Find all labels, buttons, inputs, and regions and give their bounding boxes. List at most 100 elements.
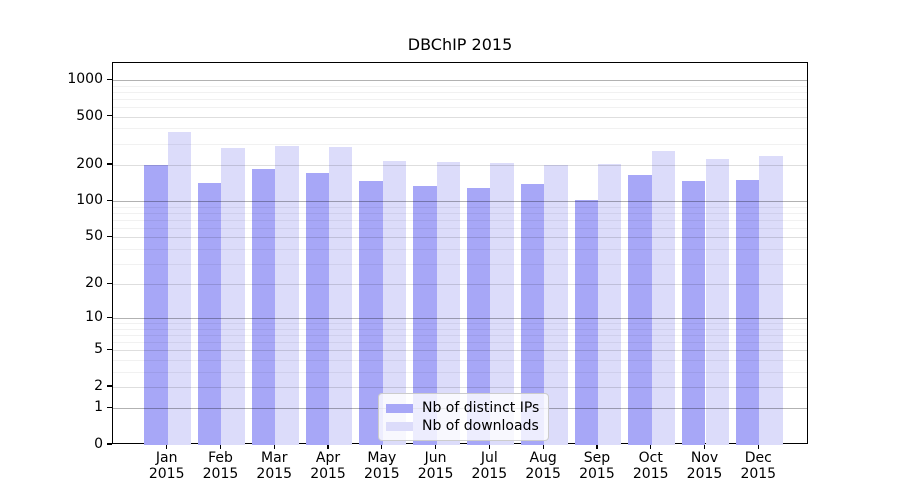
x-tick-mark-8 bbox=[596, 444, 598, 449]
bar-nb-of-downloads-1 bbox=[221, 148, 245, 445]
x-tick-mark-2 bbox=[273, 444, 275, 449]
bar-nb-of-distinct-ips-8 bbox=[574, 200, 598, 445]
gridline-minor-70 bbox=[113, 220, 807, 221]
gridline-minor-4 bbox=[113, 360, 807, 361]
x-tick-label-4: May 2015 bbox=[363, 450, 400, 482]
x-tick-label-1: Feb 2015 bbox=[202, 450, 239, 482]
chart-title: DBChIP 2015 bbox=[407, 35, 513, 54]
y-tick-mark-0 bbox=[107, 443, 112, 445]
y-tick-label-2: 2 bbox=[94, 377, 103, 394]
legend-item-downloads: Nb of downloads bbox=[386, 417, 539, 435]
gridline-minor-400 bbox=[113, 128, 807, 129]
gridline-1000 bbox=[113, 80, 807, 81]
y-tick-mark-2 bbox=[107, 385, 112, 387]
legend-swatch-downloads bbox=[386, 421, 413, 431]
gridline-minor-30 bbox=[113, 264, 807, 265]
gridline-minor-9 bbox=[113, 323, 807, 324]
bar-nb-of-distinct-ips-5 bbox=[413, 186, 437, 445]
bar-nb-of-distinct-ips-10 bbox=[682, 180, 706, 445]
x-tick-mark-3 bbox=[327, 444, 329, 449]
bar-nb-of-downloads-4 bbox=[382, 160, 407, 445]
plot-area bbox=[112, 62, 808, 445]
bar-nb-of-downloads-9 bbox=[651, 150, 676, 445]
y-tick-mark-1 bbox=[107, 406, 112, 408]
gridline-minor-300 bbox=[113, 144, 807, 145]
y-tick-mark-10 bbox=[107, 316, 112, 318]
bar-nb-of-distinct-ips-4 bbox=[359, 180, 383, 445]
x-tick-mark-4 bbox=[381, 444, 383, 449]
x-tick-label-7: Aug 2015 bbox=[525, 450, 561, 482]
x-tick-mark-11 bbox=[757, 444, 759, 449]
x-tick-mark-9 bbox=[650, 444, 652, 449]
y-tick-mark-500 bbox=[107, 115, 112, 117]
y-tick-mark-1000 bbox=[107, 78, 112, 80]
bar-nb-of-downloads-0 bbox=[167, 132, 192, 445]
y-tick-mark-20 bbox=[107, 282, 112, 284]
gridline-minor-800 bbox=[113, 92, 807, 93]
x-tick-mark-0 bbox=[166, 444, 168, 449]
y-tick-label-0: 0 bbox=[94, 436, 103, 452]
bar-nb-of-distinct-ips-11 bbox=[735, 180, 760, 445]
x-tick-mark-5 bbox=[435, 444, 437, 449]
gridline-minor-600 bbox=[113, 107, 807, 108]
bar-nb-of-distinct-ips-2 bbox=[251, 168, 276, 445]
bar-nb-of-distinct-ips-6 bbox=[466, 188, 491, 445]
x-tick-label-5: Jun 2015 bbox=[417, 450, 454, 482]
legend-item-distinct-ips: Nb of distinct IPs bbox=[386, 399, 539, 417]
x-tick-mark-7 bbox=[542, 444, 544, 449]
x-tick-label-8: Sep 2015 bbox=[579, 450, 615, 482]
gridline-minor-700 bbox=[113, 99, 807, 100]
legend-label-distinct-ips: Nb of distinct IPs bbox=[422, 400, 540, 416]
bar-nb-of-downloads-5 bbox=[436, 162, 460, 445]
x-tick-mark-1 bbox=[219, 444, 222, 449]
y-tick-label-200: 200 bbox=[76, 155, 103, 172]
gridline-200 bbox=[113, 165, 807, 166]
y-tick-label-5: 5 bbox=[94, 341, 103, 358]
y-tick-label-500: 500 bbox=[76, 107, 103, 124]
gridline-20 bbox=[113, 284, 807, 285]
y-tick-label-50: 50 bbox=[85, 228, 103, 245]
x-tick-label-6: Jul 2015 bbox=[471, 450, 508, 482]
bar-nb-of-downloads-10 bbox=[705, 158, 729, 445]
gridline-minor-6 bbox=[113, 342, 807, 343]
y-tick-mark-200 bbox=[107, 163, 112, 165]
gridline-minor-7 bbox=[113, 335, 807, 336]
x-tick-label-0: Jan 2015 bbox=[148, 450, 185, 482]
gridline-100 bbox=[113, 201, 807, 202]
x-tick-label-2: Mar 2015 bbox=[256, 450, 293, 482]
x-tick-mark-10 bbox=[703, 444, 706, 449]
x-tick-label-3: Apr 2015 bbox=[310, 450, 346, 482]
bar-nb-of-distinct-ips-3 bbox=[305, 172, 330, 445]
y-tick-mark-100 bbox=[107, 199, 112, 201]
bar-nb-of-downloads-8 bbox=[597, 164, 622, 445]
legend-label-downloads: Nb of downloads bbox=[422, 418, 539, 434]
y-tick-label-100: 100 bbox=[76, 192, 103, 209]
y-tick-mark-50 bbox=[107, 235, 112, 237]
bars-layer bbox=[113, 63, 807, 445]
bar-nb-of-distinct-ips-7 bbox=[520, 183, 545, 445]
y-tick-label-1: 1 bbox=[94, 399, 103, 416]
bar-nb-of-downloads-3 bbox=[329, 146, 353, 445]
gridline-minor-60 bbox=[113, 228, 807, 229]
x-tick-label-10: Nov 2015 bbox=[686, 450, 723, 482]
x-tick-mark-6 bbox=[488, 444, 490, 449]
legend: Nb of distinct IPs Nb of downloads bbox=[378, 393, 550, 441]
gridline-10 bbox=[113, 318, 807, 319]
gridline-minor-40 bbox=[113, 249, 807, 250]
gridline-minor-8 bbox=[113, 329, 807, 330]
gridline-minor-90 bbox=[113, 207, 807, 208]
bar-nb-of-distinct-ips-9 bbox=[628, 174, 652, 445]
gridline-minor-3 bbox=[113, 372, 807, 373]
y-tick-label-1000: 1000 bbox=[67, 71, 103, 88]
bar-nb-of-distinct-ips-1 bbox=[198, 182, 222, 445]
gridline-2 bbox=[113, 387, 807, 388]
gridline-5 bbox=[113, 350, 807, 351]
gridline-50 bbox=[113, 237, 807, 238]
bar-nb-of-downloads-6 bbox=[490, 163, 514, 445]
gridlines-layer bbox=[113, 63, 807, 443]
y-tick-label-10: 10 bbox=[85, 309, 103, 326]
bar-nb-of-distinct-ips-0 bbox=[144, 164, 168, 445]
bar-nb-of-downloads-7 bbox=[544, 165, 568, 445]
y-tick-mark-5 bbox=[107, 348, 112, 350]
